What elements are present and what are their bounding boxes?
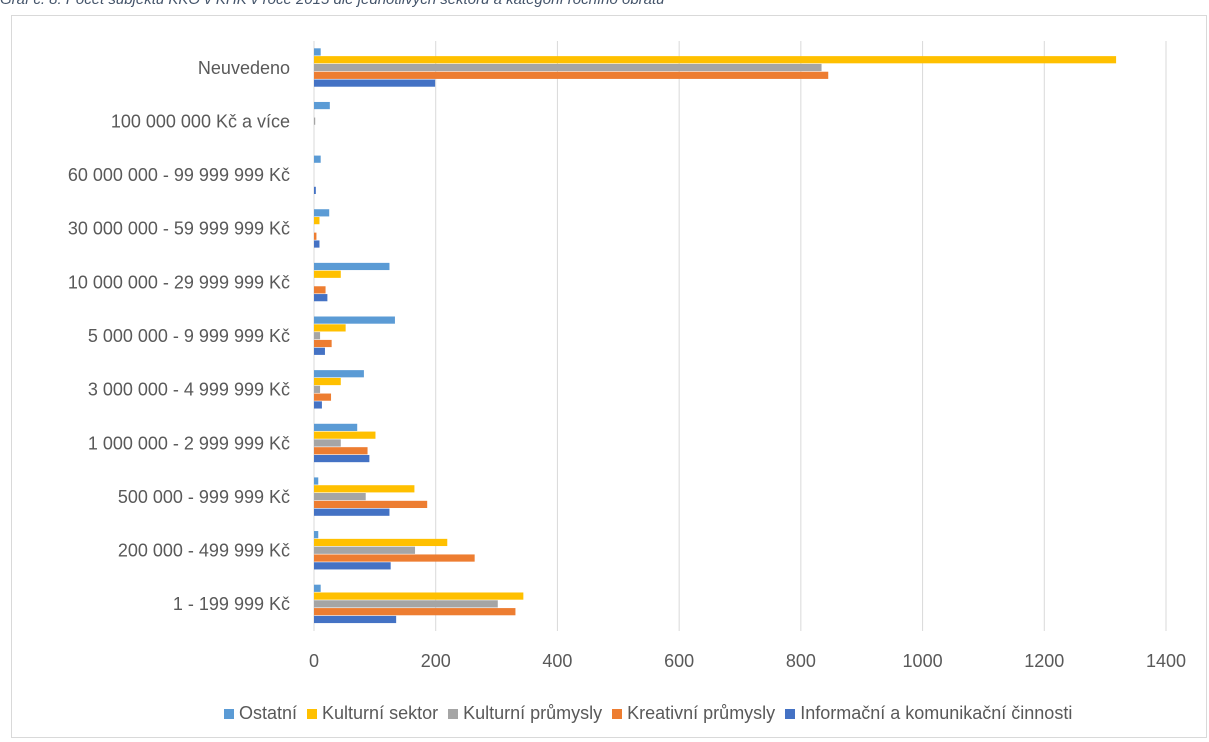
bar [314, 370, 364, 378]
x-tick-label: 1000 [903, 651, 943, 671]
legend-swatch [448, 708, 459, 719]
bar [314, 493, 366, 501]
x-tick-label: 0 [309, 651, 319, 671]
category-label: 1 - 199 999 Kč [173, 594, 290, 614]
category-label: 60 000 000 - 99 999 999 Kč [68, 165, 290, 185]
category-label: 500 000 - 999 999 Kč [118, 487, 290, 507]
bar [314, 592, 524, 600]
bar [314, 117, 316, 125]
bar [314, 423, 358, 431]
bar [314, 56, 1117, 64]
category-label: Neuvedeno [198, 58, 290, 78]
legend-label: Informační a komunikační činnosti [800, 703, 1073, 723]
bar [314, 584, 321, 592]
bar [314, 209, 330, 217]
bar [314, 401, 322, 409]
bar [314, 393, 332, 401]
category-label: 1 000 000 - 2 999 999 Kč [88, 433, 290, 453]
bar [314, 240, 320, 248]
bar [314, 431, 376, 439]
bar [314, 63, 822, 72]
x-tick-label: 1400 [1146, 651, 1186, 671]
legend-item: Kreativní průmysly [612, 703, 775, 724]
bar [314, 439, 341, 447]
bar [314, 316, 395, 324]
bar [314, 554, 475, 562]
bar [314, 477, 319, 485]
bar [314, 79, 436, 87]
category-label: 5 000 000 - 9 999 999 Kč [88, 326, 290, 346]
bar [314, 500, 428, 509]
bar [314, 347, 325, 355]
legend-swatch [224, 708, 234, 719]
legend-label: Kulturní sektor [322, 703, 439, 723]
category-label: 100 000 000 Kč a více [111, 111, 290, 131]
bar [314, 324, 346, 332]
legend-item: Kulturní sektor [307, 703, 438, 724]
legend-item: Kulturní průmysly [448, 703, 602, 724]
bar [314, 615, 397, 624]
bar [314, 538, 448, 547]
bar [314, 262, 390, 271]
legend-swatch [785, 708, 796, 719]
bar [314, 531, 319, 539]
bar [314, 562, 391, 570]
bar [314, 294, 328, 302]
legend-item: Ostatní [224, 703, 297, 724]
bar [314, 385, 321, 393]
bar [314, 217, 320, 225]
bar [314, 48, 321, 56]
bar [314, 600, 498, 608]
category-label: 200 000 - 499 999 Kč [118, 541, 290, 561]
bar [314, 186, 316, 194]
chart-area [11, 15, 1207, 738]
category-label: 30 000 000 - 59 999 999 Kč [68, 219, 290, 239]
bar [314, 485, 415, 493]
x-tick-label: 800 [786, 651, 816, 671]
category-label: 3 000 000 - 4 999 999 Kč [88, 380, 290, 400]
x-tick-label: 200 [421, 651, 451, 671]
bar [314, 286, 326, 294]
bar [314, 155, 321, 163]
bar [314, 71, 829, 79]
chart-legend: Ostatní Kulturní sektor Kulturní průmysly K… [224, 703, 1082, 724]
legend-swatch [612, 708, 623, 719]
bar [314, 546, 416, 554]
bar [314, 447, 368, 455]
legend-label: Kreativní průmysly [627, 703, 776, 723]
legend-label: Kulturní průmysly [463, 703, 603, 723]
bar [314, 454, 370, 463]
category-label: 10 000 000 - 29 999 999 Kč [68, 272, 290, 292]
legend-swatch [307, 708, 318, 719]
bar [314, 332, 321, 340]
legend-label: Ostatní [239, 703, 298, 723]
x-tick-label: 1200 [1024, 651, 1064, 671]
bar [314, 339, 332, 348]
x-tick-label: 600 [664, 651, 694, 671]
x-tick-label: 400 [542, 651, 572, 671]
bar [314, 377, 341, 386]
bar [314, 232, 317, 240]
chart-caption: Graf č. 8: Počet subjektů KKO v KHK v ro… [0, 0, 665, 8]
bar [314, 270, 341, 278]
bar [314, 101, 330, 110]
legend-item: Informační a komunikační činnosti [785, 703, 1072, 724]
bar [314, 608, 516, 616]
bar [314, 508, 390, 516]
